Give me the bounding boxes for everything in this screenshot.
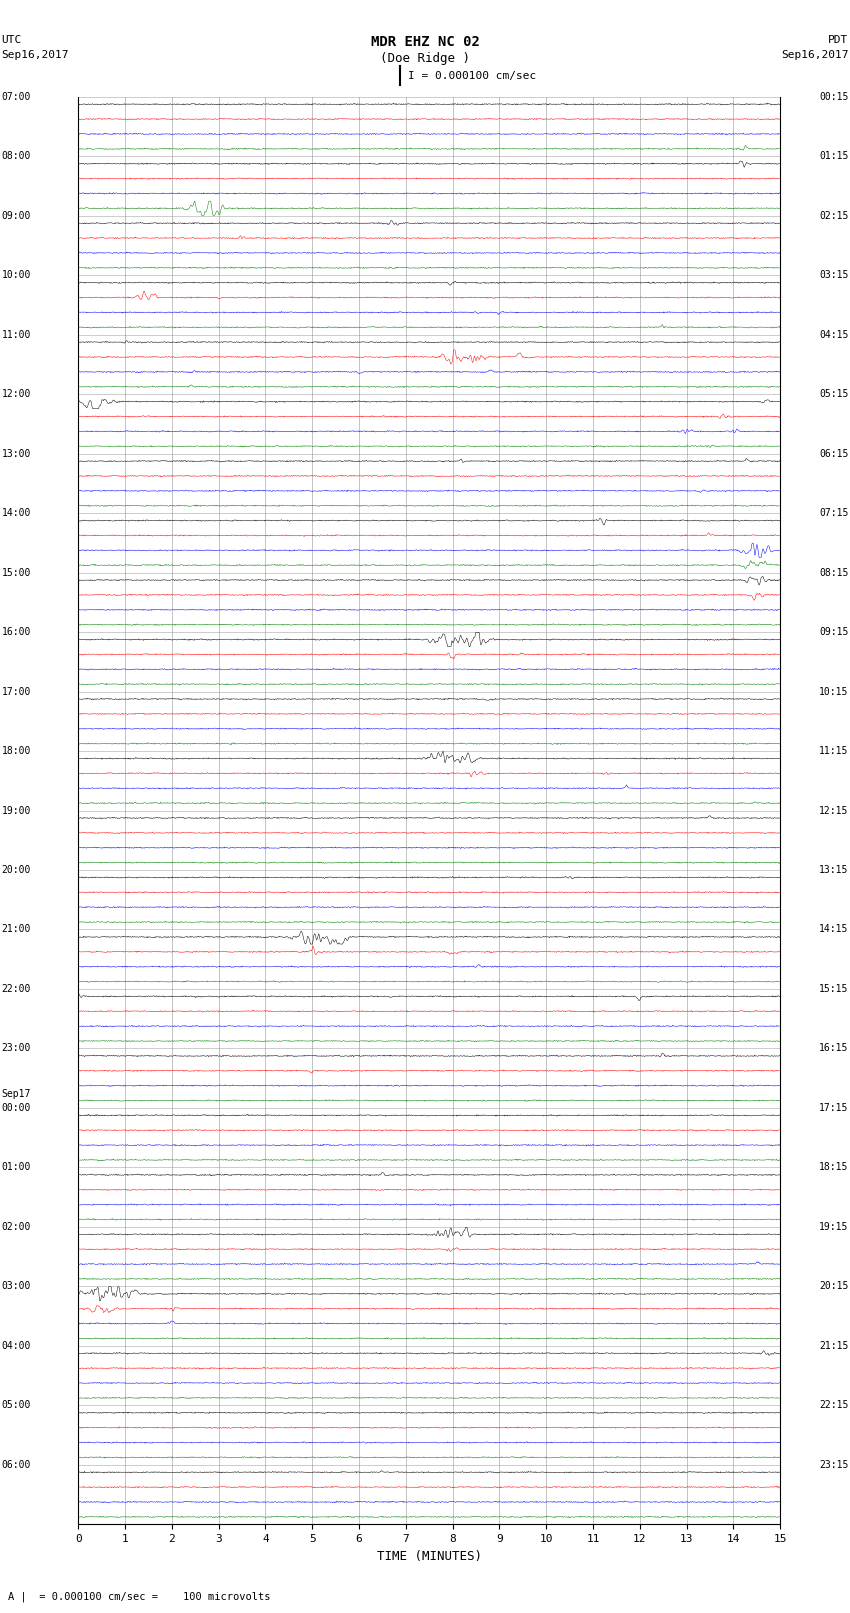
Text: 19:15: 19:15	[819, 1223, 848, 1232]
Text: 21:00: 21:00	[2, 924, 31, 934]
Text: 16:00: 16:00	[2, 627, 31, 637]
Text: 07:00: 07:00	[2, 92, 31, 102]
Text: 22:00: 22:00	[2, 984, 31, 994]
Text: 19:00: 19:00	[2, 805, 31, 816]
Text: 09:00: 09:00	[2, 211, 31, 221]
Text: 11:15: 11:15	[819, 747, 848, 756]
Text: 01:15: 01:15	[819, 152, 848, 161]
Text: 16:15: 16:15	[819, 1044, 848, 1053]
Text: 20:15: 20:15	[819, 1281, 848, 1292]
Text: 23:15: 23:15	[819, 1460, 848, 1469]
Text: 22:15: 22:15	[819, 1400, 848, 1410]
Text: (Doe Ridge ): (Doe Ridge )	[380, 52, 470, 65]
Text: 07:15: 07:15	[819, 508, 848, 518]
Text: UTC: UTC	[2, 35, 22, 45]
Text: 13:00: 13:00	[2, 448, 31, 458]
Text: Sep17: Sep17	[2, 1089, 31, 1098]
Text: 05:15: 05:15	[819, 389, 848, 398]
Text: 09:15: 09:15	[819, 627, 848, 637]
Text: 13:15: 13:15	[819, 865, 848, 874]
Text: 10:00: 10:00	[2, 271, 31, 281]
Text: 20:00: 20:00	[2, 865, 31, 874]
Text: 17:00: 17:00	[2, 687, 31, 697]
Text: MDR EHZ NC 02: MDR EHZ NC 02	[371, 35, 479, 48]
Text: 17:15: 17:15	[819, 1103, 848, 1113]
X-axis label: TIME (MINUTES): TIME (MINUTES)	[377, 1550, 482, 1563]
Text: 03:00: 03:00	[2, 1281, 31, 1292]
Text: 15:15: 15:15	[819, 984, 848, 994]
Text: 06:15: 06:15	[819, 448, 848, 458]
Text: 21:15: 21:15	[819, 1340, 848, 1350]
Text: 08:15: 08:15	[819, 568, 848, 577]
Text: 18:15: 18:15	[819, 1163, 848, 1173]
Text: 15:00: 15:00	[2, 568, 31, 577]
Text: I = 0.000100 cm/sec: I = 0.000100 cm/sec	[408, 71, 536, 81]
Text: 12:00: 12:00	[2, 389, 31, 398]
Text: 11:00: 11:00	[2, 329, 31, 340]
Text: Sep16,2017: Sep16,2017	[2, 50, 69, 60]
Text: A |  = 0.000100 cm/sec =    100 microvolts: A | = 0.000100 cm/sec = 100 microvolts	[8, 1592, 271, 1602]
Text: 03:15: 03:15	[819, 271, 848, 281]
Text: 02:15: 02:15	[819, 211, 848, 221]
Text: 23:00: 23:00	[2, 1044, 31, 1053]
Text: 12:15: 12:15	[819, 805, 848, 816]
Text: 04:00: 04:00	[2, 1340, 31, 1350]
Text: PDT: PDT	[828, 35, 848, 45]
Text: 00:15: 00:15	[819, 92, 848, 102]
Text: 10:15: 10:15	[819, 687, 848, 697]
Text: Sep16,2017: Sep16,2017	[781, 50, 848, 60]
Text: 04:15: 04:15	[819, 329, 848, 340]
Text: 08:00: 08:00	[2, 152, 31, 161]
Text: 02:00: 02:00	[2, 1223, 31, 1232]
Text: 18:00: 18:00	[2, 747, 31, 756]
Text: 05:00: 05:00	[2, 1400, 31, 1410]
Text: 06:00: 06:00	[2, 1460, 31, 1469]
Text: 14:15: 14:15	[819, 924, 848, 934]
Text: 00:00: 00:00	[2, 1103, 31, 1113]
Text: 14:00: 14:00	[2, 508, 31, 518]
Text: 01:00: 01:00	[2, 1163, 31, 1173]
